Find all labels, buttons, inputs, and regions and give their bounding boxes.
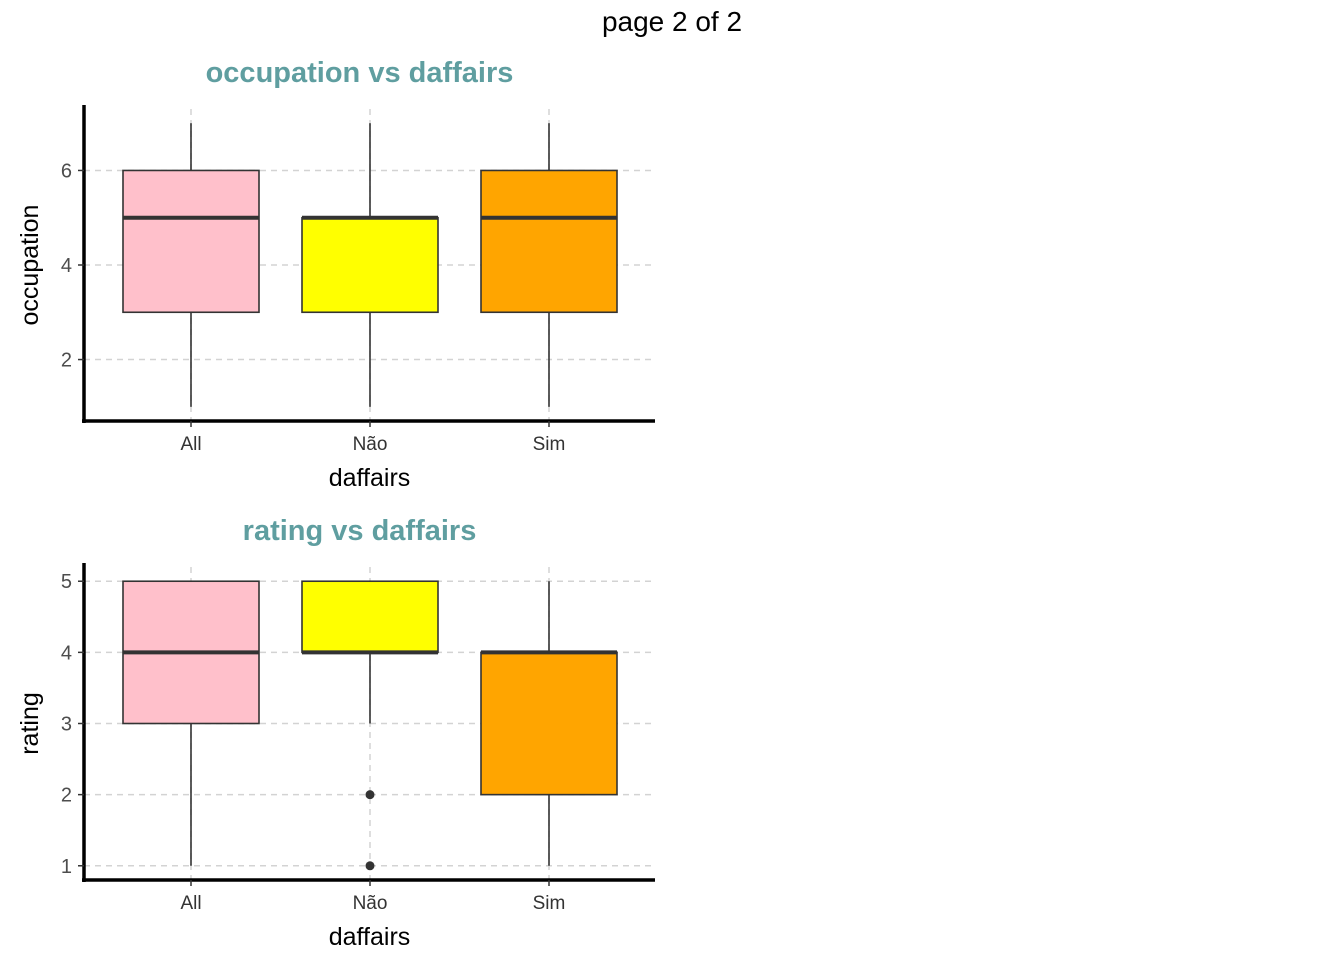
outlier-point: [365, 861, 375, 871]
box-não: [301, 216, 439, 314]
y-axis-title: rating: [16, 692, 44, 755]
y-tick-label: 4: [61, 642, 72, 664]
y-tick-label: 3: [61, 714, 72, 736]
box-sim: [480, 651, 618, 796]
outlier-point: [365, 790, 375, 800]
y-tick-label: 6: [61, 160, 72, 182]
x-tick-label: Sim: [533, 893, 566, 914]
x-tick-label: Sim: [533, 434, 566, 455]
y-tick-label: 4: [61, 255, 72, 277]
x-tick-label: All: [180, 893, 201, 914]
y-tick-label: 2: [61, 350, 72, 372]
x-tick-label: Não: [353, 893, 388, 914]
x-tick-label: All: [180, 434, 201, 455]
x-axis-title: daffairs: [329, 923, 411, 951]
x-axis-title: daffairs: [329, 464, 411, 492]
box-não: [301, 580, 439, 654]
chart-title: rating vs daffairs: [243, 515, 477, 547]
y-tick-label: 5: [61, 571, 72, 593]
box-sim: [480, 169, 618, 314]
chart-title: occupation vs daffairs: [206, 57, 514, 89]
y-tick-label: 2: [61, 785, 72, 807]
page-label: page 2 of 2: [601, 6, 743, 37]
x-tick-label: Não: [353, 434, 388, 455]
y-tick-label: 1: [61, 856, 72, 878]
box-all: [122, 169, 260, 314]
y-axis-title: occupation: [16, 205, 44, 326]
